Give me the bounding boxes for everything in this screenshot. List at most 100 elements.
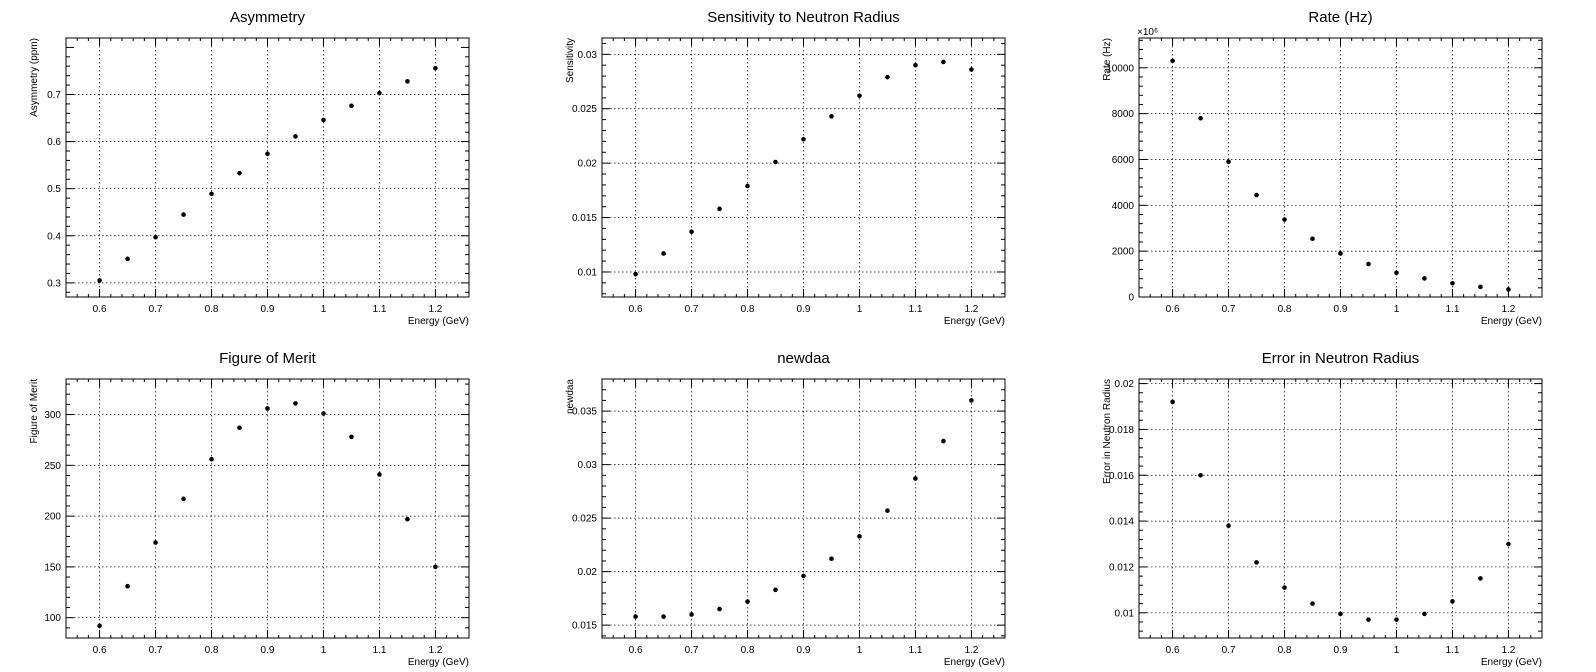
chart-title: Rate (Hz)	[1308, 9, 1372, 26]
data-point	[829, 114, 834, 119]
y-axis-label: newdaa	[565, 379, 576, 414]
y-tick-label: 0.01	[1115, 608, 1135, 619]
data-point	[745, 599, 750, 604]
data-point	[1506, 541, 1511, 547]
axis-exponent-label: ×10⁶	[1137, 27, 1158, 38]
x-axis-label: Energy (GeV)	[944, 657, 1005, 668]
y-tick-label: 0	[1128, 293, 1134, 304]
data-point	[321, 117, 326, 123]
plot-frame	[65, 378, 470, 639]
data-point	[857, 534, 862, 539]
y-tick-label: 0.03	[578, 460, 598, 471]
y-axis-label: Rate (Hz)	[1102, 38, 1113, 81]
data-point	[1198, 472, 1203, 478]
x-tick-label: 1	[321, 645, 327, 656]
data-point	[1338, 611, 1343, 617]
y-tick-label: 0.035	[572, 407, 597, 418]
data-point	[941, 438, 946, 444]
data-point	[885, 74, 890, 80]
x-tick-label: 1.1	[1445, 304, 1459, 315]
y-tick-label: 2000	[1112, 247, 1135, 258]
data-point	[1478, 284, 1483, 290]
chart-title: Error in Neutron Radius	[1262, 350, 1420, 367]
x-tick-label: 1.2	[428, 304, 442, 315]
plot-frame	[601, 378, 1006, 639]
plot-frame	[601, 37, 1006, 298]
x-tick-label: 0.8	[205, 645, 219, 656]
y-tick-label: 10000	[1106, 63, 1134, 74]
x-tick-label: 0.9	[1334, 645, 1348, 656]
data-point	[181, 496, 186, 502]
data-point	[237, 170, 242, 176]
x-tick-label: 1.2	[1501, 304, 1515, 315]
data-point	[1394, 617, 1399, 622]
data-point	[97, 278, 102, 283]
x-tick-label: 0.6	[1166, 645, 1180, 656]
data-point	[209, 456, 214, 462]
data-point	[773, 587, 778, 593]
x-tick-label: 0.8	[205, 304, 219, 315]
data-point	[1450, 599, 1455, 604]
chart-panel-3: 0.6 0.7 0.8 0.9 1 1.1 1.2 0 2000 4000 6000 8000 1000…	[1102, 9, 1543, 327]
x-tick-label: 0.8	[1278, 304, 1292, 315]
y-tick-label: 0.6	[47, 137, 61, 148]
data-point	[349, 103, 354, 109]
data-point	[913, 476, 918, 481]
data-point	[689, 229, 694, 235]
x-tick-label: 0.9	[261, 304, 275, 315]
data-point	[181, 212, 186, 217]
chart-panel-4: 0.6 0.7 0.8 0.9 1 1.1 1.2 100 150 200 250 300 Figure…	[29, 350, 470, 668]
y-tick-label: 250	[44, 461, 61, 472]
data-point	[913, 62, 918, 68]
data-point	[745, 183, 750, 189]
data-point	[293, 401, 298, 406]
data-point	[857, 93, 862, 98]
data-point	[1226, 159, 1231, 165]
y-tick-label: 0.02	[1115, 379, 1135, 390]
data-point	[689, 612, 694, 617]
y-tick-label: 6000	[1112, 155, 1135, 166]
data-point	[829, 556, 834, 562]
y-tick-label: 0.015	[572, 213, 597, 224]
data-point	[265, 151, 270, 157]
y-axis-label: Sensitivity	[565, 38, 576, 83]
data-point	[125, 256, 130, 262]
plot-frame	[65, 37, 470, 298]
x-tick-label: 0.6	[1166, 304, 1180, 315]
data-point	[1422, 611, 1427, 617]
x-axis-label: Energy (GeV)	[408, 657, 469, 668]
data-point	[153, 540, 158, 545]
x-tick-label: 1.1	[908, 645, 922, 656]
x-tick-label: 0.7	[685, 645, 699, 656]
x-axis-label: Energy (GeV)	[944, 316, 1005, 327]
x-tick-label: 1	[857, 645, 863, 656]
data-point	[1310, 236, 1315, 242]
x-tick-label: 1	[1394, 304, 1400, 315]
x-tick-label: 0.9	[797, 645, 811, 656]
y-tick-label: 4000	[1112, 201, 1135, 212]
data-point	[1366, 261, 1371, 267]
data-point	[293, 134, 298, 139]
data-point	[969, 67, 974, 72]
y-tick-label: 0.02	[578, 567, 598, 578]
x-tick-label: 0.6	[93, 304, 107, 315]
chart-title: Figure of Merit	[219, 350, 317, 367]
x-tick-label: 1.2	[964, 645, 978, 656]
data-point	[265, 406, 270, 411]
y-tick-label: 0.4	[47, 231, 61, 242]
data-point	[661, 251, 666, 256]
y-tick-label: 150	[44, 562, 61, 573]
x-tick-label: 0.7	[1222, 645, 1236, 656]
y-tick-label: 0.025	[572, 514, 597, 525]
y-axis-label: Figure of Merit	[29, 379, 40, 444]
data-point	[801, 573, 806, 579]
x-tick-label: 0.9	[797, 304, 811, 315]
x-tick-label: 1.2	[964, 304, 978, 315]
y-axis-label: Asymmetry (ppm)	[29, 38, 40, 117]
x-tick-label: 0.7	[149, 645, 163, 656]
data-point	[1226, 523, 1231, 528]
chart-panel-2: 0.6 0.7 0.8 0.9 1 1.1 1.2 0.01 0.015 0.02 0.025 0.0…	[565, 9, 1006, 327]
data-point	[717, 606, 722, 612]
data-point	[773, 159, 778, 165]
